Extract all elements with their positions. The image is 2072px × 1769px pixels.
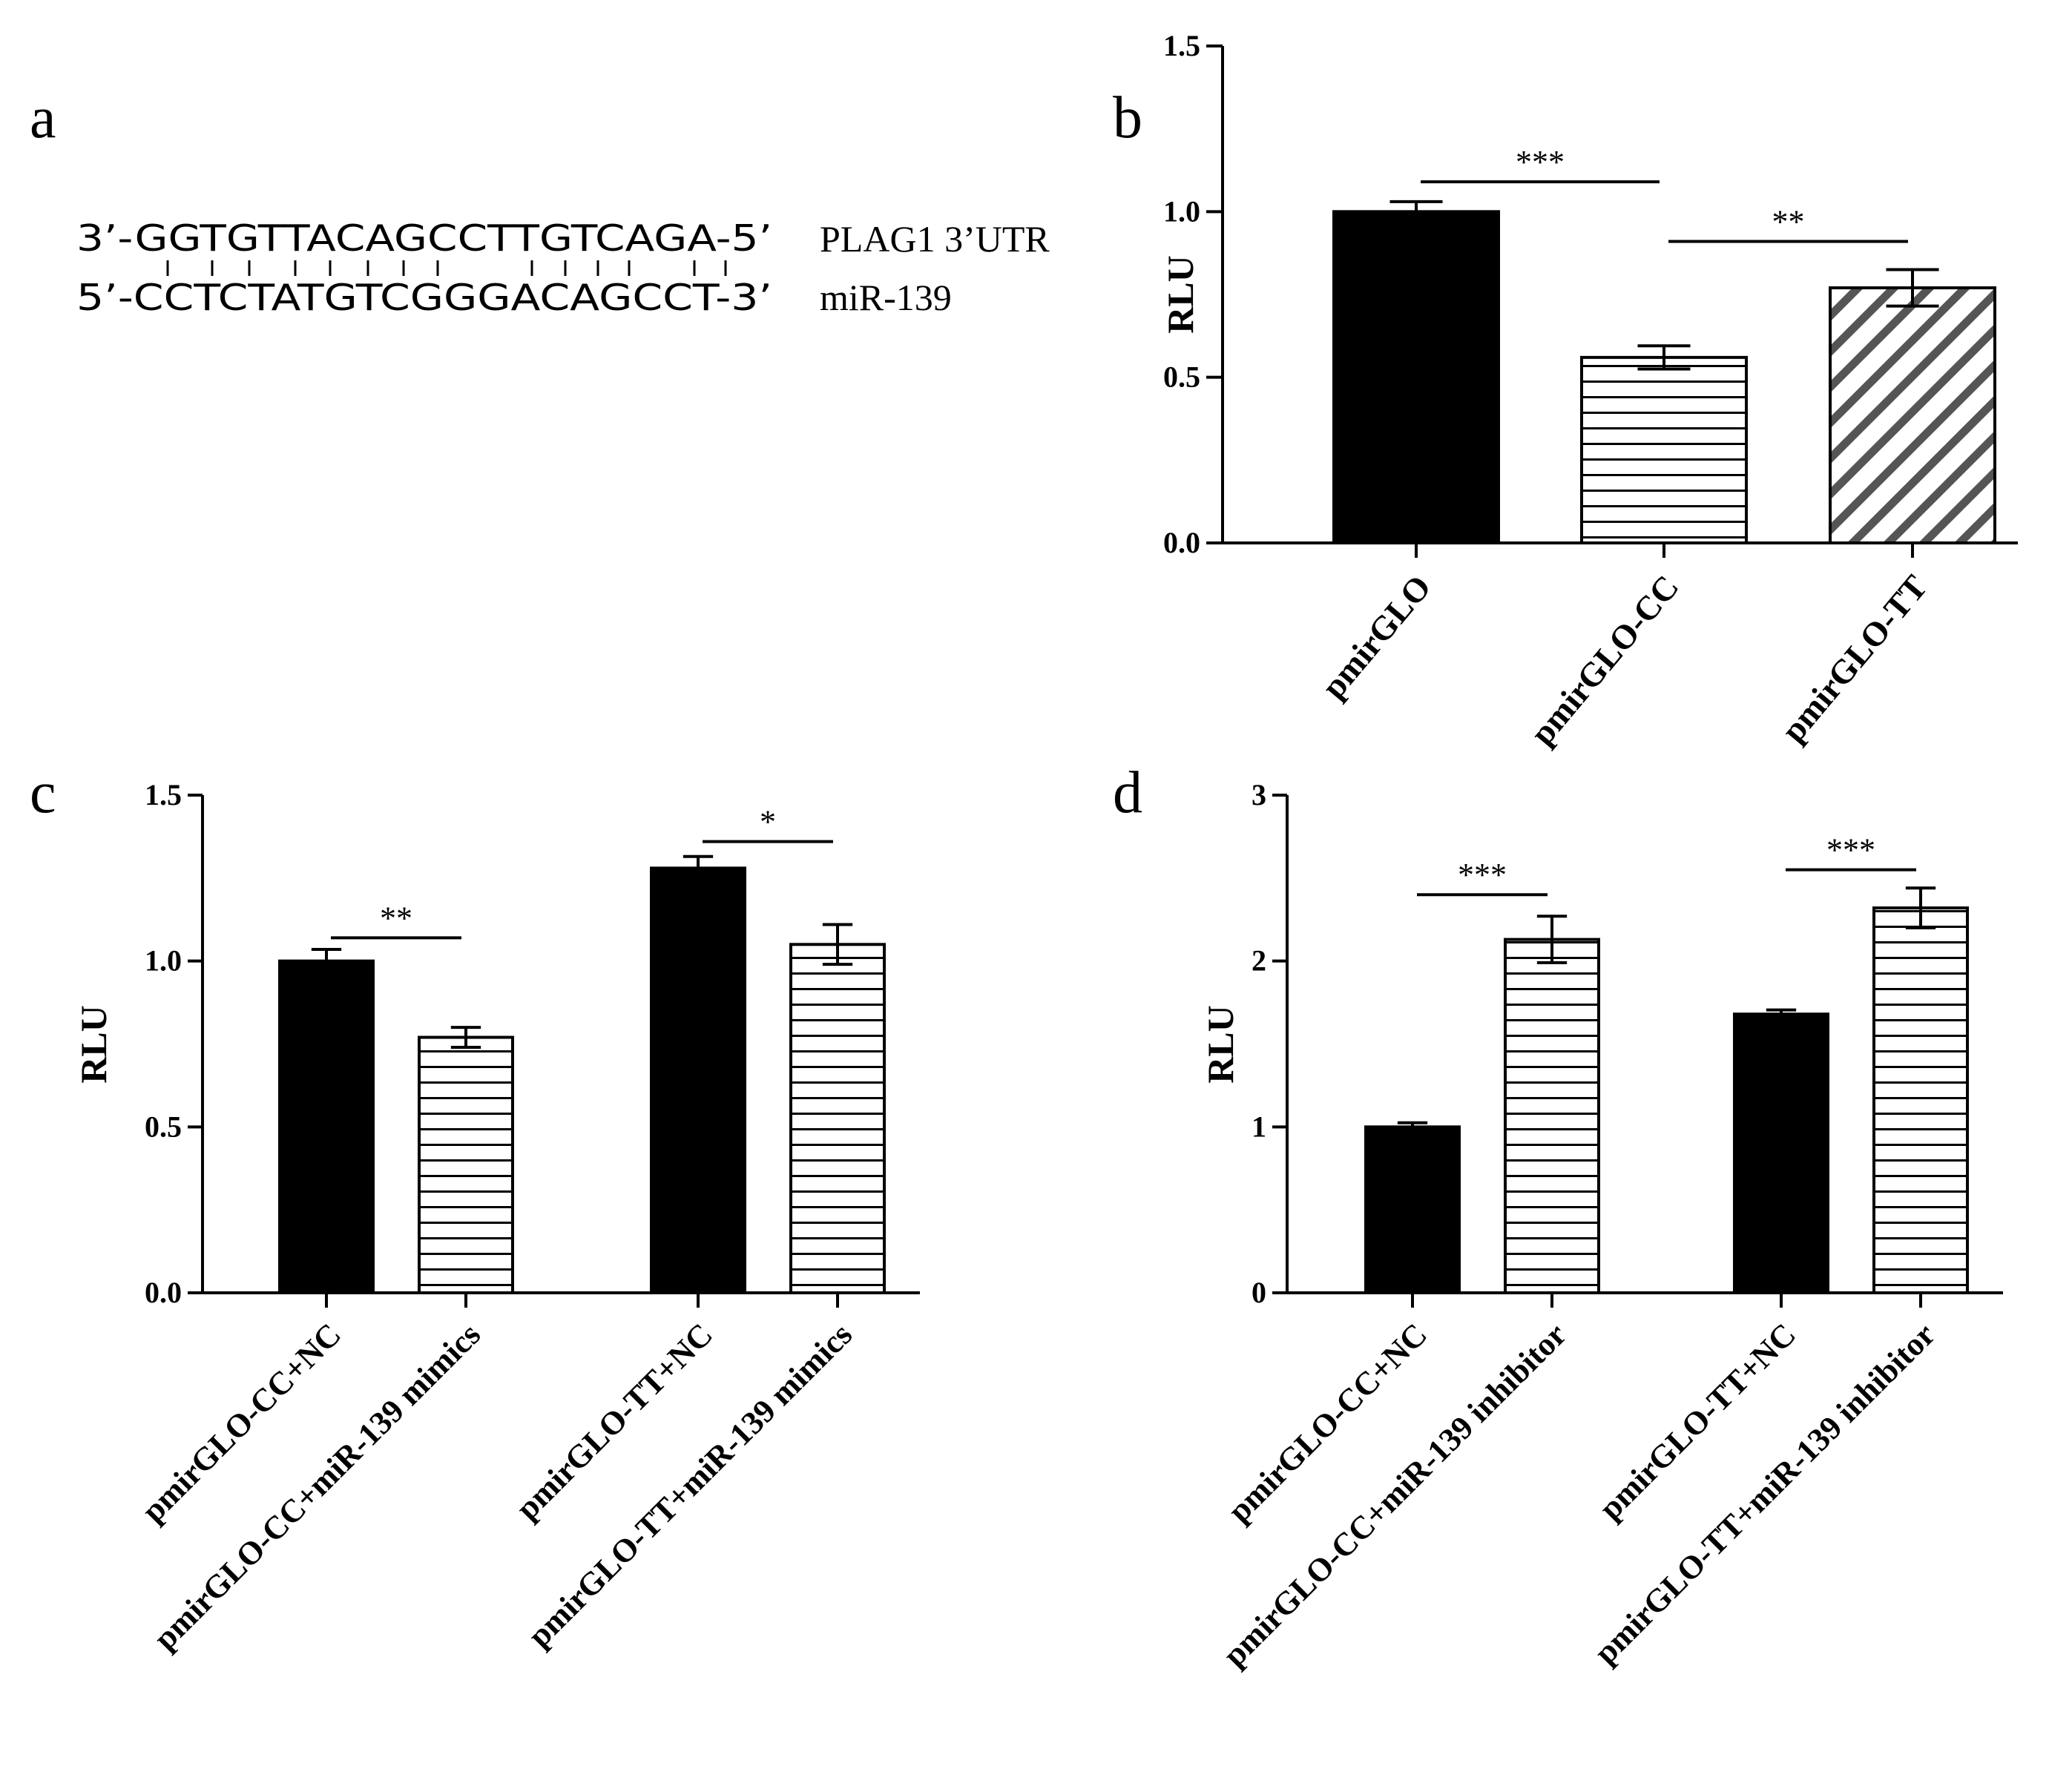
category-label: pmirGLO (1314, 568, 1438, 705)
bar (1364, 1125, 1461, 1295)
y-tick-label: 0.5 (145, 1110, 182, 1143)
significance-label: *** (1458, 857, 1507, 893)
panel-letter-c: c (30, 760, 56, 826)
panel-c-chart: 0.00.51.01.5RLUpmirGLO-CC+NCpmirGLO-CC+m… (73, 778, 920, 1657)
bar (1504, 938, 1600, 1294)
y-tick-label: 1.5 (145, 778, 182, 811)
y-tick-label: 1 (1252, 1110, 1266, 1143)
significance-label: * (760, 804, 776, 840)
significance-label: ** (1772, 204, 1805, 240)
panel-b-chart: 0.0 0.5 1.0 1.5 RLU pmirGLO pmirGLO-CC pmirGLO-… (1160, 29, 2018, 752)
bar (1332, 210, 1500, 544)
y-tick-label: 2 (1252, 944, 1266, 978)
y-tick-label: 0.0 (1163, 526, 1200, 559)
plag1-sequence: 3’-GGTGTTACAGCCTTGTCAGA-5’ (76, 217, 772, 260)
mir139-sequence: 5’-CCTCTATGTCGGGACAGCCT-3’ (76, 277, 772, 319)
bar (1872, 906, 1969, 1295)
base-pair-ticks (166, 260, 727, 276)
bar (789, 943, 886, 1295)
bar (1733, 1012, 1829, 1294)
panel-letter-d: d (1113, 760, 1142, 826)
bar (278, 959, 375, 1294)
y-tick-label: 1.0 (145, 944, 182, 978)
y-tick-label: 0.5 (1163, 360, 1200, 394)
bar (1580, 355, 1748, 544)
y-tick-label: 0 (1252, 1276, 1266, 1309)
y-axis-title: RLU (1200, 1005, 1241, 1084)
significance-label: *** (1516, 144, 1565, 180)
mir139-label: miR-139 (820, 277, 952, 318)
bar (650, 866, 746, 1294)
bar (1829, 286, 1996, 544)
y-tick-label: 1.0 (1163, 194, 1200, 228)
y-axis-title: RLU (73, 1005, 114, 1084)
panel-letter-a: a (30, 85, 56, 151)
panel-a: a 3’-GGTGTTACAGCCTTGTCAGA-5’ 5’-CCTCTATG… (30, 85, 1050, 319)
category-label: pmirGLO-TT (1774, 568, 1934, 749)
y-axis-title: RLU (1160, 255, 1201, 334)
significance-label: *** (1826, 832, 1875, 869)
category-label: pmirGLO-CC (1523, 568, 1686, 752)
y-tick-label: 3 (1252, 778, 1266, 811)
y-tick-label: 1.5 (1163, 29, 1200, 62)
panel-letter-b: b (1113, 85, 1142, 151)
bar (418, 1035, 514, 1294)
plag1-label: PLAG1 3’UTR (820, 218, 1050, 260)
y-tick-label: 0.0 (145, 1276, 182, 1309)
significance-label: ** (380, 900, 412, 936)
